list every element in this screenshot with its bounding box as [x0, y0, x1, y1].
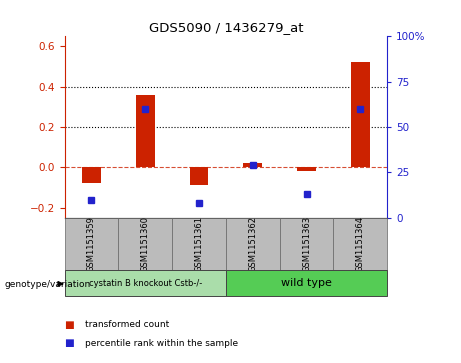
Bar	[189, 167, 208, 184]
Bar	[226, 218, 280, 270]
Bar	[333, 218, 387, 270]
Text: GSM1151363: GSM1151363	[302, 216, 311, 272]
Text: genotype/variation: genotype/variation	[5, 281, 91, 289]
Bar	[118, 218, 172, 270]
Bar	[82, 167, 101, 183]
Text: wild type: wild type	[281, 278, 332, 288]
Text: GSM1151361: GSM1151361	[195, 216, 203, 272]
Text: transformed count: transformed count	[85, 321, 170, 329]
Text: ■: ■	[65, 338, 74, 348]
Title: GDS5090 / 1436279_at: GDS5090 / 1436279_at	[148, 21, 303, 34]
Bar	[172, 218, 226, 270]
Text: cystatin B knockout Cstb-/-: cystatin B knockout Cstb-/-	[89, 279, 202, 287]
Bar	[226, 270, 387, 296]
Text: percentile rank within the sample: percentile rank within the sample	[85, 339, 238, 347]
Bar	[351, 61, 370, 167]
Bar	[65, 218, 118, 270]
Text: GSM1151362: GSM1151362	[248, 216, 257, 272]
Bar	[297, 167, 316, 171]
Bar	[136, 95, 154, 167]
Text: ■: ■	[65, 320, 74, 330]
Bar	[243, 163, 262, 167]
Bar	[65, 270, 226, 296]
Text: GSM1151364: GSM1151364	[356, 216, 365, 272]
Text: GSM1151360: GSM1151360	[141, 216, 150, 272]
Text: GSM1151359: GSM1151359	[87, 216, 96, 272]
Bar	[280, 218, 333, 270]
